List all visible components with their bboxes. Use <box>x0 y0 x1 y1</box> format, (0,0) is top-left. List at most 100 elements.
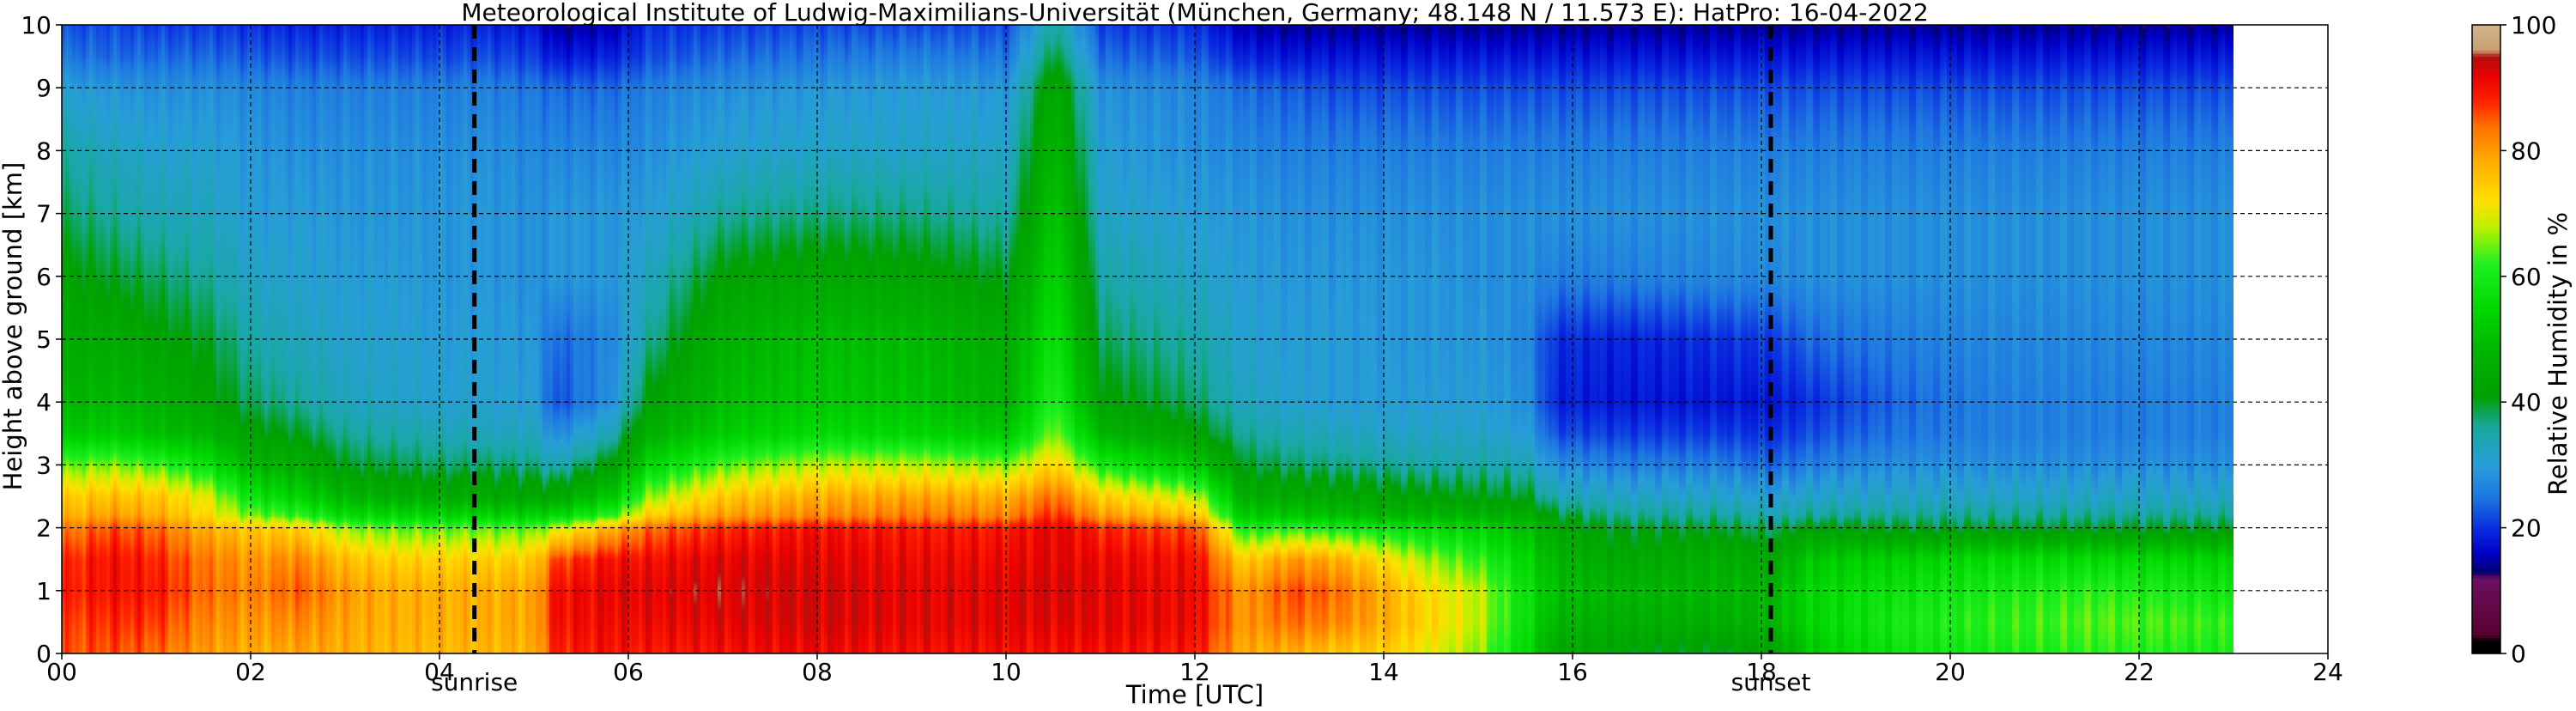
colorbar-segment <box>2472 606 2500 611</box>
colorbar-segment <box>2472 468 2500 472</box>
colorbar-tick-label: 40 <box>2511 388 2542 416</box>
colorbar-segment <box>2472 332 2500 337</box>
colorbar-segment <box>2472 628 2500 632</box>
colorbar-segment <box>2472 292 2500 296</box>
colorbar-segment <box>2472 417 2500 422</box>
colorbar-segment <box>2472 219 2500 224</box>
y-tick-label: 7 <box>36 200 52 228</box>
colorbar-segment <box>2472 69 2500 73</box>
colorbar-segment <box>2472 238 2500 243</box>
colorbar <box>2471 24 2501 654</box>
colorbar-segment <box>2472 191 2500 196</box>
colorbar-segment <box>2472 355 2500 359</box>
colorbar-segment <box>2472 612 2500 617</box>
colorbar-segment <box>2472 449 2500 453</box>
colorbar-segment <box>2472 160 2500 164</box>
x-tick-label: 06 <box>613 658 644 686</box>
colorbar-segment <box>2472 345 2500 349</box>
colorbar-segment <box>2472 283 2500 287</box>
colorbar-segment <box>2472 427 2500 431</box>
colorbar-segment <box>2472 88 2500 92</box>
colorbar-segment <box>2472 257 2500 262</box>
colorbar-segment <box>2472 616 2500 620</box>
colorbar-segment <box>2472 194 2500 198</box>
colorbar-segment <box>2472 43 2500 48</box>
colorbar-segment <box>2472 313 2500 318</box>
colorbar-segment <box>2472 461 2500 465</box>
colorbar-segment <box>2472 650 2500 654</box>
colorbar-segment <box>2472 173 2500 177</box>
colorbar-segment <box>2472 404 2500 410</box>
colorbar-segment <box>2472 514 2500 520</box>
colorbar-segment <box>2472 273 2500 277</box>
colorbar-tick-label: 100 <box>2511 11 2556 40</box>
colorbar-segment <box>2472 175 2500 179</box>
colorbar-segment <box>2472 446 2500 450</box>
y-tick-label: 9 <box>36 74 52 102</box>
colorbar-segment <box>2472 580 2500 586</box>
grid-layer <box>62 25 2328 653</box>
colorbar-segment <box>2472 374 2500 378</box>
colorbar-segment <box>2472 423 2500 428</box>
sunrise-label: sunrise <box>431 668 518 696</box>
colorbar-segment <box>2472 118 2500 124</box>
colorbar-segment <box>2472 46 2500 51</box>
colorbar-segment <box>2472 112 2500 117</box>
colorbar-segment <box>2472 182 2500 186</box>
colorbar-segment <box>2472 326 2500 331</box>
colorbar-segment <box>2472 50 2500 54</box>
colorbar-segment <box>2472 317 2500 321</box>
colorbar-segment <box>2472 298 2500 302</box>
colorbar-segment <box>2472 402 2500 406</box>
colorbar-tick-label: 80 <box>2511 137 2542 165</box>
colorbar-tick-label: 60 <box>2511 263 2542 291</box>
x-tick-label: 22 <box>2124 658 2155 686</box>
colorbar-segment <box>2472 489 2500 494</box>
colorbar-segment <box>2472 37 2500 41</box>
colorbar-segment <box>2472 228 2500 234</box>
colorbar-segment <box>2472 436 2500 441</box>
colorbar-segment <box>2472 179 2500 183</box>
colorbar-segment <box>2472 94 2500 98</box>
x-tick-label: 18 <box>1746 658 1777 686</box>
colorbar-segment <box>2472 40 2500 45</box>
colorbar-segment <box>2472 578 2500 582</box>
colorbar-segment <box>2472 571 2500 576</box>
colorbar-segment <box>2472 496 2500 501</box>
x-tick-label: 02 <box>235 658 266 686</box>
y-tick-label: 3 <box>36 451 52 479</box>
colorbar-segment <box>2472 380 2500 384</box>
colorbar-segment <box>2472 279 2500 283</box>
colorbar-segment <box>2472 590 2500 595</box>
colorbar-segment <box>2472 635 2500 639</box>
colorbar-segment <box>2472 603 2500 607</box>
colorbar-segment <box>2472 235 2500 240</box>
colorbar-segment <box>2472 135 2500 139</box>
colorbar-segment <box>2472 330 2500 334</box>
y-axis-label: Height above ground [km] <box>0 162 27 491</box>
colorbar-segment <box>2472 593 2500 598</box>
colorbar-segment <box>2472 625 2500 629</box>
y-tick-label: 4 <box>36 388 52 416</box>
colorbar-segment <box>2472 465 2500 469</box>
colorbar-segment <box>2472 247 2500 252</box>
colorbar-segment <box>2472 270 2500 274</box>
colorbar-segment <box>2472 471 2500 475</box>
colorbar-segment <box>2472 336 2500 340</box>
colorbar-segment <box>2472 376 2500 381</box>
colorbar-segment <box>2472 550 2500 554</box>
colorbar-segment <box>2472 103 2500 107</box>
colorbar-segment <box>2472 459 2500 463</box>
colorbar-segment <box>2472 254 2500 258</box>
colorbar-ticks: 0 20 40 60 80 100 <box>2500 11 2556 668</box>
colorbar-segment <box>2472 597 2500 601</box>
y-axis-ticks: 0 1 2 3 4 5 6 7 8 9 10 <box>21 11 62 668</box>
colorbar-segment <box>2472 568 2500 573</box>
colorbar-segment <box>2472 245 2500 249</box>
colorbar-segment <box>2472 644 2500 648</box>
colorbar-segment <box>2472 342 2500 346</box>
colorbar-label: Relative Humidity in % <box>2543 212 2573 495</box>
colorbar-segment <box>2472 97 2500 101</box>
colorbar-segment <box>2472 505 2500 510</box>
colorbar-segment <box>2472 200 2500 205</box>
